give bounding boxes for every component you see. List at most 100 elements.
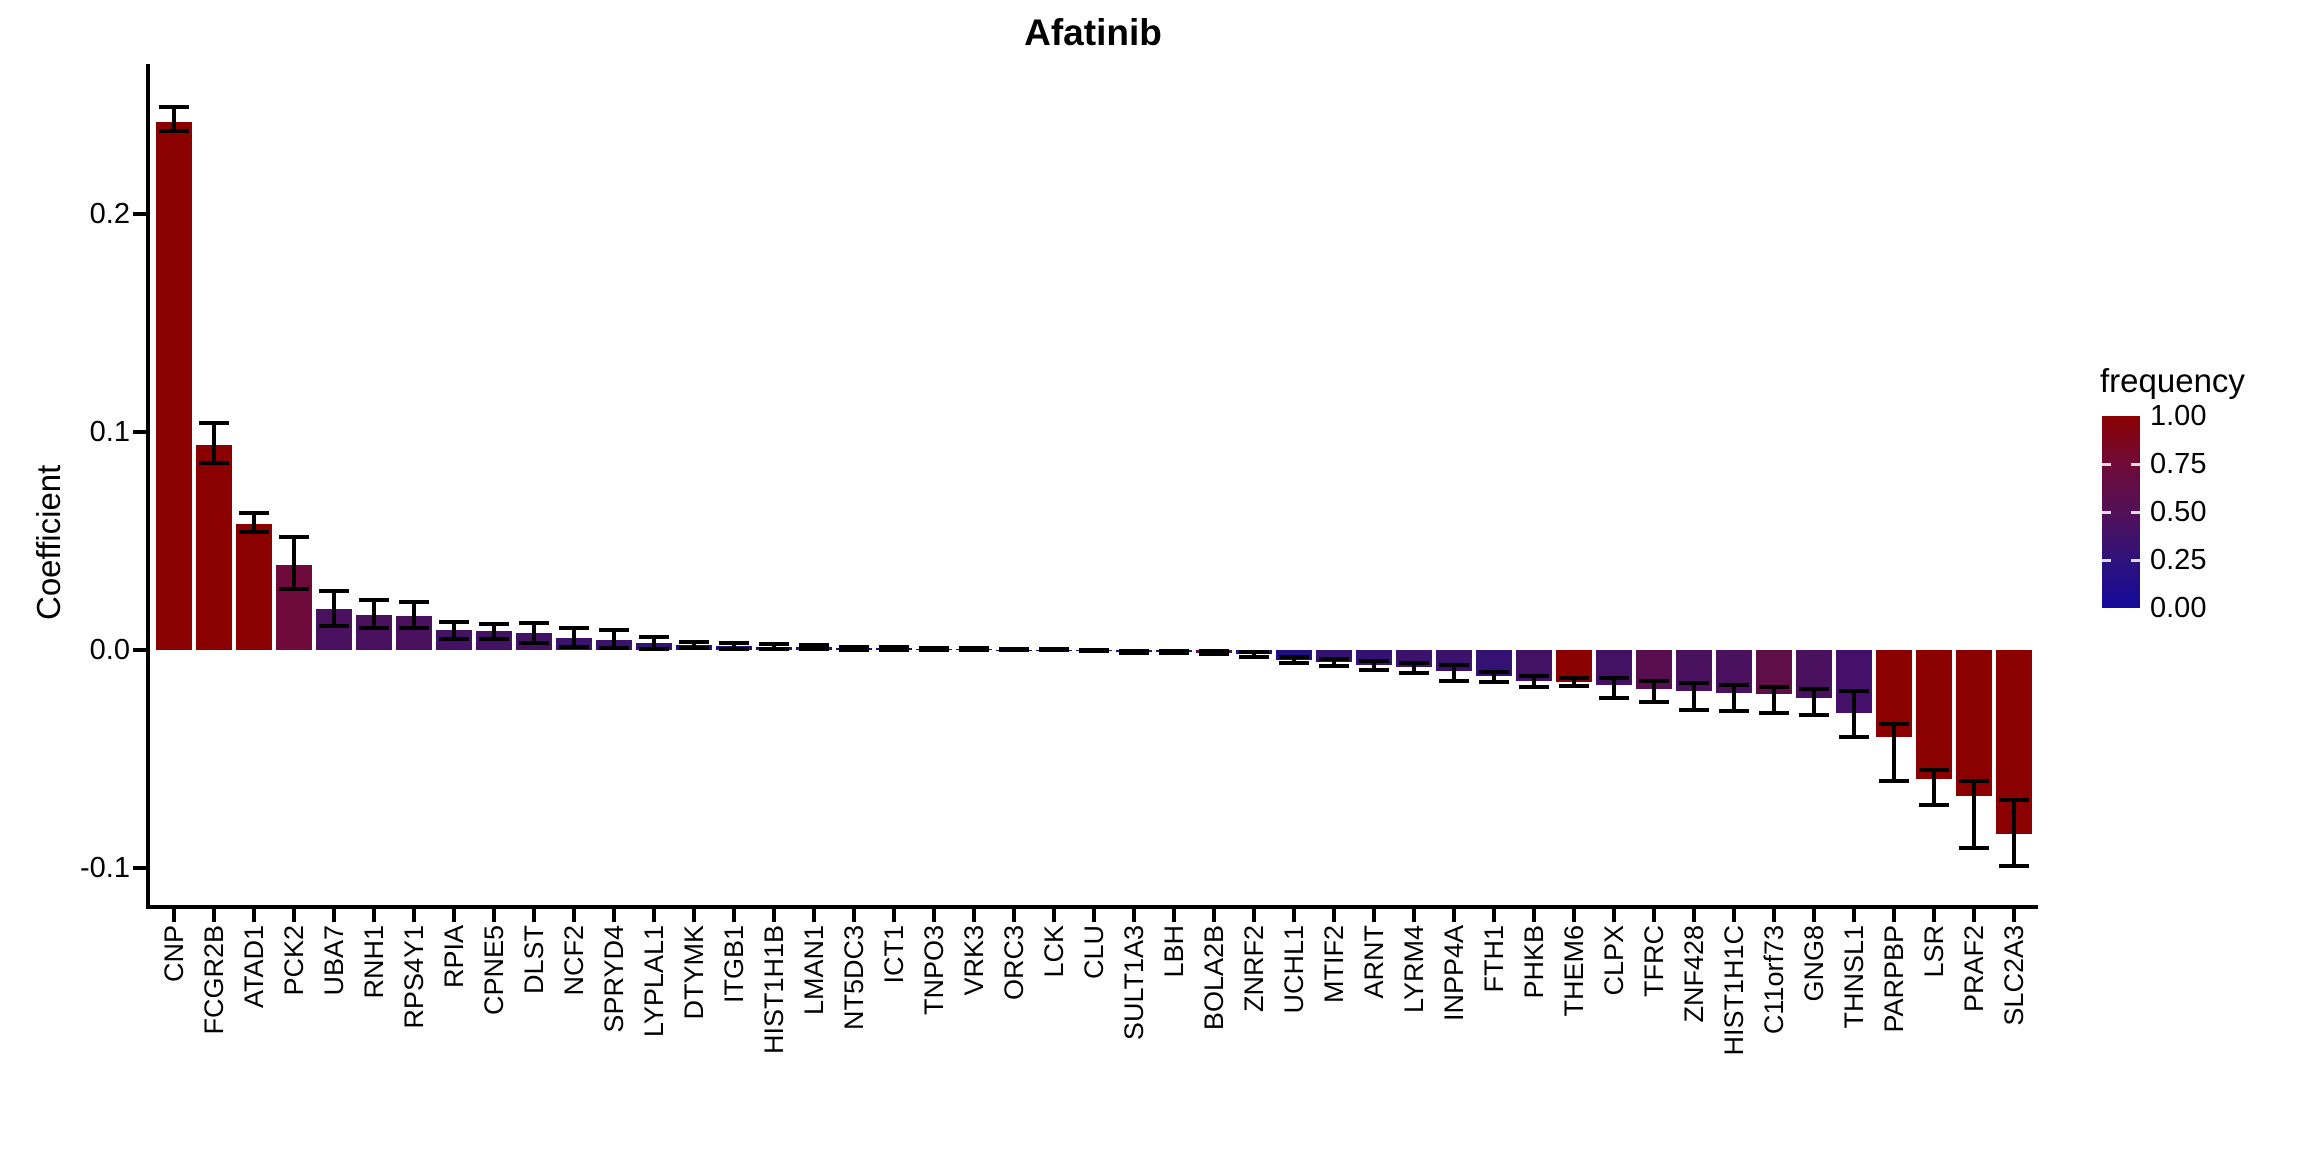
x-tick-label: HIST1H1C bbox=[1719, 925, 1749, 1056]
error-bar-cap-top bbox=[1959, 778, 1989, 783]
x-tick-label: RPS4Y1 bbox=[399, 925, 429, 1029]
error-bar-line bbox=[332, 591, 336, 626]
error-bar-cap-top bbox=[479, 621, 509, 626]
error-bar-cap-top bbox=[1799, 687, 1829, 692]
error-bar-cap-top bbox=[1999, 798, 2029, 803]
x-tick bbox=[212, 909, 216, 922]
error-bar-cap-bottom bbox=[639, 646, 669, 651]
y-tick-label: -0.1 bbox=[80, 852, 130, 884]
legend-tick-label: 0.25 bbox=[2150, 544, 2207, 576]
bar bbox=[236, 523, 272, 650]
error-bar-cap-bottom bbox=[159, 129, 189, 134]
x-tick-label: UCHL1 bbox=[1279, 925, 1309, 1014]
x-tick bbox=[412, 909, 416, 922]
legend-tick-left bbox=[2102, 510, 2111, 514]
error-bar-line bbox=[1412, 663, 1416, 673]
error-bar-line bbox=[212, 423, 216, 463]
x-tick bbox=[772, 909, 776, 922]
x-tick bbox=[852, 909, 856, 922]
error-bar-cap-bottom bbox=[319, 624, 349, 629]
error-bar-cap-bottom bbox=[1799, 713, 1829, 718]
y-tick bbox=[133, 648, 146, 652]
x-tick bbox=[1212, 909, 1216, 922]
error-bar-cap-top bbox=[319, 589, 349, 594]
x-tick-label: PARPBP bbox=[1879, 925, 1909, 1033]
error-bar-cap-top bbox=[159, 105, 189, 110]
error-bar-cap-bottom bbox=[1439, 678, 1469, 683]
error-bar-cap-top bbox=[599, 628, 629, 633]
error-bar-cap-bottom bbox=[1559, 683, 1589, 688]
error-bar-cap-top bbox=[519, 620, 549, 625]
x-tick bbox=[1452, 909, 1456, 922]
legend-title: frequency bbox=[2100, 362, 2245, 399]
error-bar-cap-bottom bbox=[479, 637, 509, 642]
x-tick bbox=[1252, 909, 1256, 922]
legend-tick-left bbox=[2102, 558, 2111, 562]
x-tick-label: CLPX bbox=[1599, 925, 1629, 996]
error-bar-cap-top bbox=[1399, 661, 1429, 666]
x-tick bbox=[1732, 909, 1736, 922]
x-tick bbox=[1972, 909, 1976, 922]
error-bar-cap-bottom bbox=[1719, 709, 1749, 714]
x-tick-label: ZNF428 bbox=[1679, 925, 1709, 1023]
x-tick-label: CPNE5 bbox=[479, 925, 509, 1016]
x-tick bbox=[1132, 909, 1136, 922]
error-bar-line bbox=[1452, 665, 1456, 681]
error-bar-line bbox=[452, 621, 456, 640]
error-bar-cap-top bbox=[1759, 685, 1789, 690]
x-tick-label: LYRM4 bbox=[1399, 925, 1429, 1014]
error-bar-cap-bottom bbox=[1839, 735, 1869, 740]
error-bar-line bbox=[372, 599, 376, 629]
error-bar-cap-top bbox=[559, 626, 589, 631]
error-bar-line bbox=[1932, 769, 1936, 805]
legend-tick-right bbox=[2131, 462, 2140, 466]
x-tick-label: NCF2 bbox=[559, 925, 589, 996]
error-bar-cap-top bbox=[1559, 676, 1589, 681]
error-bar-cap-top bbox=[839, 644, 869, 649]
chart-title: Afatinib bbox=[1024, 12, 1162, 53]
error-bar-cap-bottom bbox=[879, 647, 909, 652]
x-tick-label: VRK3 bbox=[959, 925, 989, 996]
error-bar-cap-bottom bbox=[1999, 863, 2029, 868]
bar bbox=[1316, 650, 1352, 662]
error-bar-cap-top bbox=[279, 534, 309, 539]
x-tick bbox=[2012, 909, 2016, 922]
x-tick-label: TFRC bbox=[1639, 925, 1669, 997]
error-bar-line bbox=[292, 536, 296, 589]
error-bar-cap-top bbox=[1159, 648, 1189, 653]
error-bar-cap-bottom bbox=[1319, 664, 1349, 669]
error-bar-cap-bottom bbox=[959, 648, 989, 652]
error-bar-line bbox=[1812, 689, 1816, 716]
y-tick bbox=[133, 866, 146, 870]
error-bar-cap-top bbox=[1919, 767, 1949, 772]
x-tick-label: CLU bbox=[1079, 925, 1109, 980]
bar bbox=[196, 445, 232, 650]
error-bar-cap-bottom bbox=[439, 637, 469, 642]
error-bar-cap-bottom bbox=[599, 645, 629, 650]
error-bar-line bbox=[1372, 660, 1376, 670]
error-bar-line bbox=[2012, 800, 2016, 866]
error-bar-cap-top bbox=[1239, 650, 1269, 655]
error-bar-cap-bottom bbox=[1159, 651, 1189, 656]
x-tick bbox=[452, 909, 456, 922]
x-tick bbox=[1092, 909, 1096, 922]
x-tick-label: ARNT bbox=[1359, 925, 1389, 999]
error-bar-line bbox=[1972, 780, 1976, 849]
error-bar-cap-top bbox=[1599, 676, 1629, 681]
error-bar-line bbox=[412, 602, 416, 629]
error-bar-cap-bottom bbox=[399, 626, 429, 631]
x-tick bbox=[1492, 909, 1496, 922]
x-tick bbox=[1332, 909, 1336, 922]
error-bar-cap-top bbox=[1679, 680, 1709, 685]
error-bar-cap-bottom bbox=[1399, 670, 1429, 675]
error-bar-line bbox=[572, 628, 576, 647]
error-bar-cap-bottom bbox=[359, 626, 389, 631]
x-tick-label: ATAD1 bbox=[239, 925, 269, 1009]
error-bar-line bbox=[1692, 682, 1696, 710]
error-bar-cap-bottom bbox=[1199, 652, 1229, 657]
error-bar-cap-top bbox=[199, 421, 229, 426]
error-bar-cap-top bbox=[1479, 669, 1509, 674]
x-tick bbox=[1772, 909, 1776, 922]
error-bar-line bbox=[1852, 691, 1856, 738]
